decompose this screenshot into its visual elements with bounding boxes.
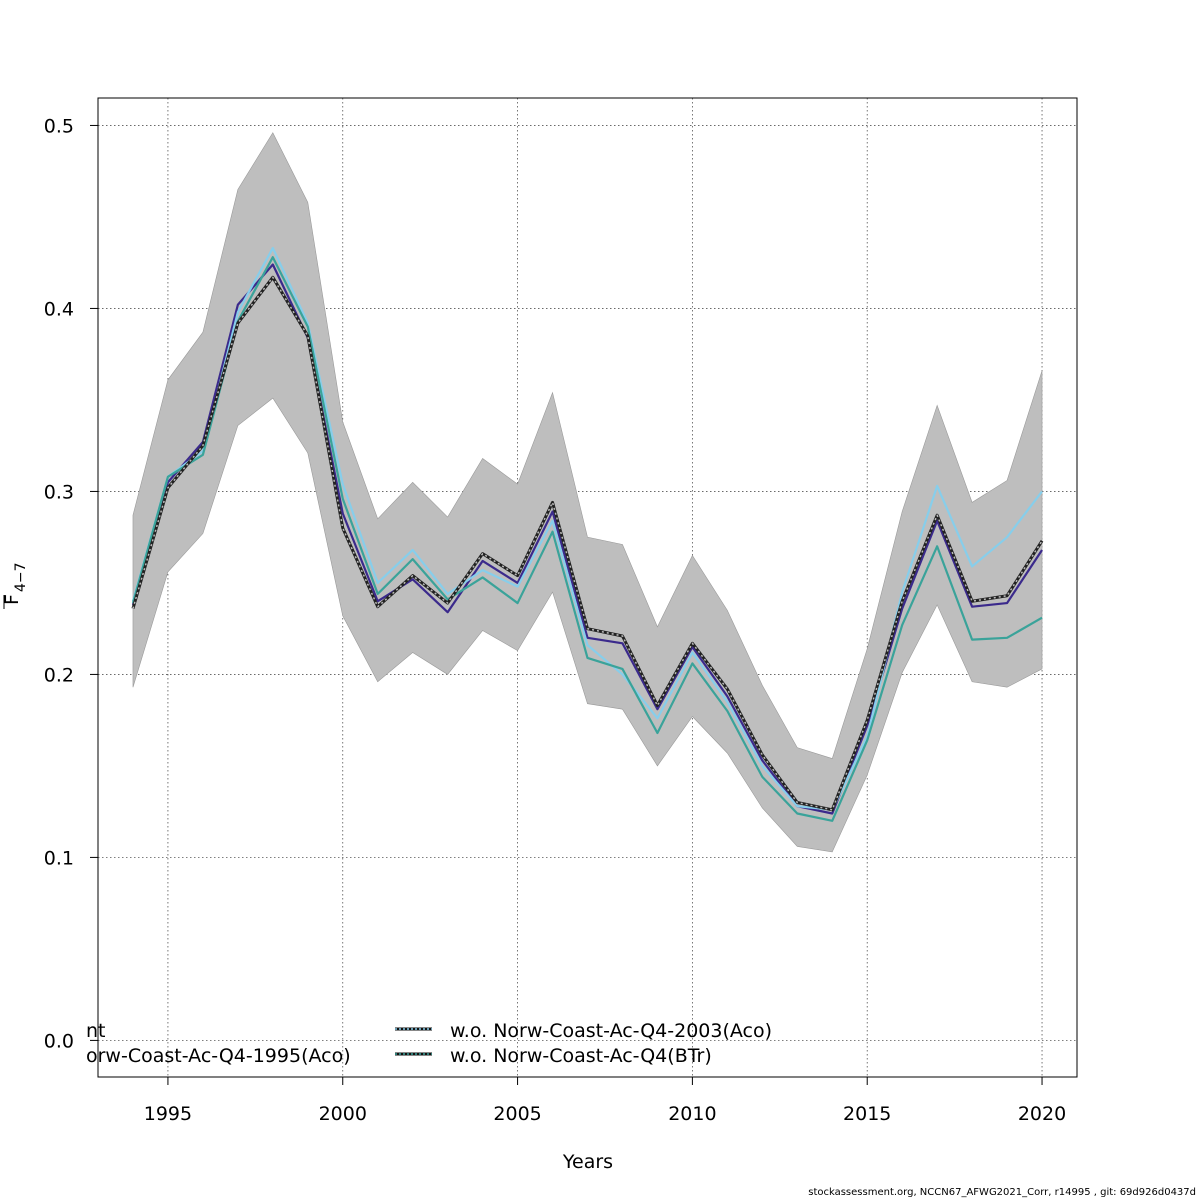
y-tick-label: 0.4 — [44, 298, 74, 320]
y-tick-label: 0.5 — [44, 115, 74, 137]
y-axis-label: F 4−7 — [1, 562, 29, 609]
x-axis: 1995 2000 2005 2010 2015 2020 — [144, 1077, 1066, 1125]
confidence-band — [132, 132, 1043, 853]
x-tick-label: 2015 — [843, 1103, 891, 1125]
confidence-band-layer — [132, 132, 1043, 853]
y-axis-label-subscript: 4−7 — [13, 562, 29, 592]
x-axis-label: Years — [562, 1151, 613, 1173]
legend-label: w.o. Norw-Coast-Ac-Q4(BTr) — [450, 1045, 712, 1067]
x-tick-label: 2000 — [319, 1103, 367, 1125]
legend-label: nt — [86, 1020, 106, 1042]
legend: nt orw-Coast-Ac-Q4-1995(Aco) w.o. Norw-Coa… — [86, 1020, 772, 1067]
x-tick-label: 2010 — [668, 1103, 716, 1125]
legend-label: w.o. Norw-Coast-Ac-Q4-2003(Aco) — [450, 1020, 772, 1042]
y-axis-label-main: F — [1, 594, 23, 605]
y-axis: 0.0 0.1 0.2 0.3 0.4 0.5 — [44, 115, 98, 1052]
footer-caption: stockassessment.org, NCCN67_AFWG2021_Cor… — [808, 1187, 1196, 1198]
x-tick-label: 1995 — [144, 1103, 192, 1125]
y-tick-label: 0.1 — [44, 847, 74, 869]
series-line — [132, 276, 1043, 811]
x-tick-label: 2005 — [493, 1103, 541, 1125]
legend-label: orw-Coast-Ac-Q4-1995(Aco) — [86, 1045, 351, 1067]
series-layer — [131, 246, 1044, 822]
y-tick-label: 0.2 — [44, 664, 74, 686]
x-tick-label: 2020 — [1018, 1103, 1066, 1125]
y-tick-label: 0.0 — [44, 1030, 74, 1052]
series-line — [131, 263, 1043, 815]
y-tick-label: 0.3 — [44, 481, 74, 503]
series-line — [131, 256, 1043, 822]
plot-frame — [97, 97, 1078, 1078]
